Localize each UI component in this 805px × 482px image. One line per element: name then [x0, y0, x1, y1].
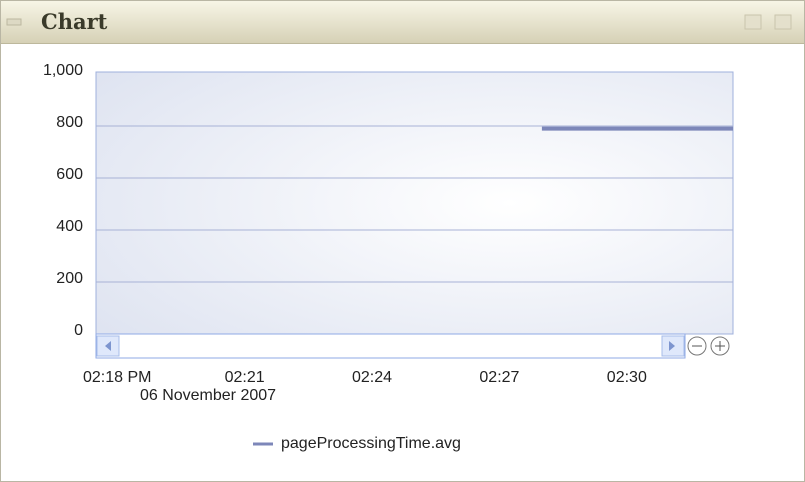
y-tick-label: 200 — [56, 270, 83, 287]
y-tick-label: 600 — [56, 166, 83, 183]
collapse-icon[interactable] — [1, 1, 31, 43]
x-sublabel: 06 November 2007 — [140, 387, 276, 404]
window-icons[interactable] — [741, 1, 801, 43]
y-tick-label: 0 — [74, 322, 83, 339]
y-tick-label: 400 — [56, 218, 83, 235]
x-tick-label: 02:18 PM — [83, 369, 151, 386]
scrollbar[interactable] — [95, 333, 686, 359]
zoom-buttons[interactable] — [687, 336, 730, 356]
x-tick-label: 02:21 — [225, 369, 265, 386]
y-tick-label: 800 — [56, 114, 83, 131]
y-tick-label: 1,000 — [43, 62, 83, 79]
panel-header: Chart — [1, 1, 804, 44]
x-tick-label: 02:30 — [607, 369, 647, 386]
legend-label: pageProcessingTime.avg — [281, 435, 461, 452]
x-tick-label: 02:24 — [352, 369, 392, 386]
plot-area — [95, 71, 734, 335]
panel-title: Chart — [41, 9, 108, 34]
chart: 06 November 2007 0 200 400 600 800 1,000 02:18… — [43, 62, 734, 452]
x-tick-label: 02:27 — [479, 369, 519, 386]
